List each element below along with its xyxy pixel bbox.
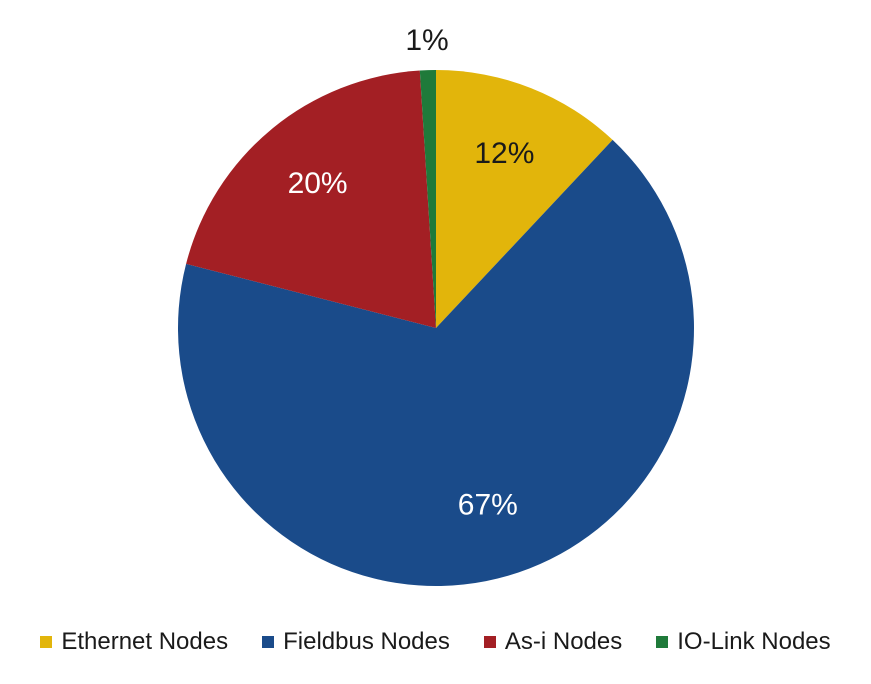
legend-item-iolink: IO-Link Nodes <box>656 628 831 656</box>
pie-slice-fieldbus <box>177 139 694 587</box>
legend-swatch-ethernet <box>40 636 53 648</box>
data-label-iolink: 1% <box>405 24 448 57</box>
pie-slice-iolink <box>419 70 436 328</box>
legend-item-asi: As-i Nodes <box>483 628 623 656</box>
pie-slice-asi <box>186 70 436 329</box>
pie-slice-ethernet <box>436 70 613 328</box>
legend-label-fieldbus: Fieldbus Nodes <box>283 628 450 655</box>
legend-label-iolink: IO-Link Nodes <box>677 628 831 655</box>
legend-item-fieldbus: Fieldbus Nodes <box>262 628 450 656</box>
data-label-ethernet: 12% <box>474 137 534 170</box>
legend-label-ethernet: Ethernet Nodes <box>61 628 229 655</box>
legend-label-asi: As-i Nodes <box>504 628 623 655</box>
data-label-fieldbus: 67% <box>458 488 518 521</box>
chart-legend: Ethernet Nodes Fieldbus Nodes As-i Nodes… <box>0 628 871 656</box>
legend-swatch-iolink <box>656 636 669 648</box>
legend-swatch-asi <box>483 636 496 648</box>
legend-swatch-fieldbus <box>262 636 275 648</box>
legend-item-ethernet: Ethernet Nodes <box>40 628 228 656</box>
data-label-asi: 20% <box>288 167 348 200</box>
